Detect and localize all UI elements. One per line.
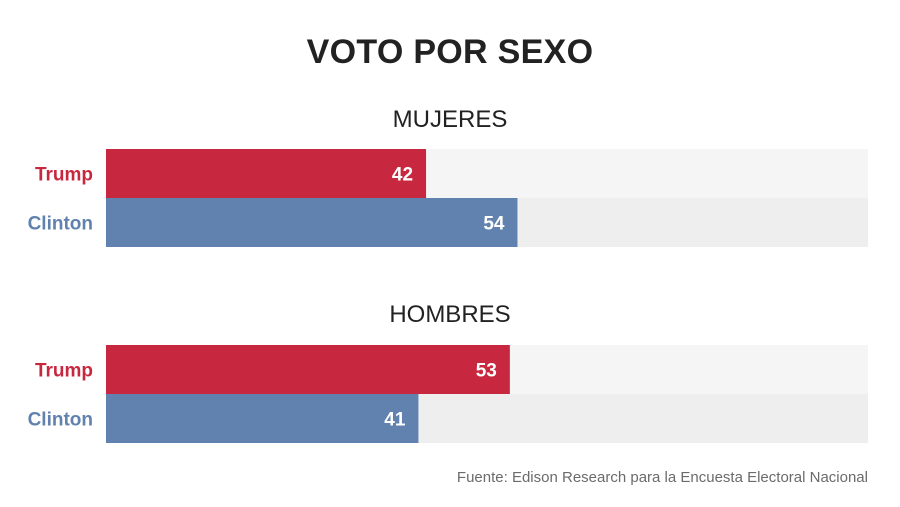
bar-clinton (106, 198, 518, 247)
panel-hombres: HOMBRES Trump 53 Clinton 41 (28, 301, 868, 443)
panel-mujeres: MUJERES Trump 42 Clinton 54 (28, 106, 868, 247)
category-label-trump: Trump (35, 165, 93, 186)
bar-trump (106, 149, 427, 198)
value-label-trump: 53 (476, 361, 497, 382)
category-label-trump: Trump (35, 361, 93, 382)
value-label-trump: 42 (392, 165, 413, 186)
value-label-clinton: 41 (384, 410, 406, 431)
value-label-clinton: 54 (483, 214, 505, 235)
chart-title: VOTO POR SEXO (307, 33, 594, 71)
bar-clinton (106, 394, 419, 443)
panel-title: HOMBRES (389, 301, 510, 328)
category-label-clinton: Clinton (28, 410, 93, 431)
bar-trump (106, 345, 510, 394)
category-label-clinton: Clinton (28, 214, 93, 235)
chart-panels: MUJERES Trump 42 Clinton 54 HOMBRES Trump 53 Cli… (28, 106, 868, 443)
panel-title: MUJERES (393, 106, 508, 133)
chart-source: Fuente: Edison Research para la Encuesta… (457, 469, 868, 486)
